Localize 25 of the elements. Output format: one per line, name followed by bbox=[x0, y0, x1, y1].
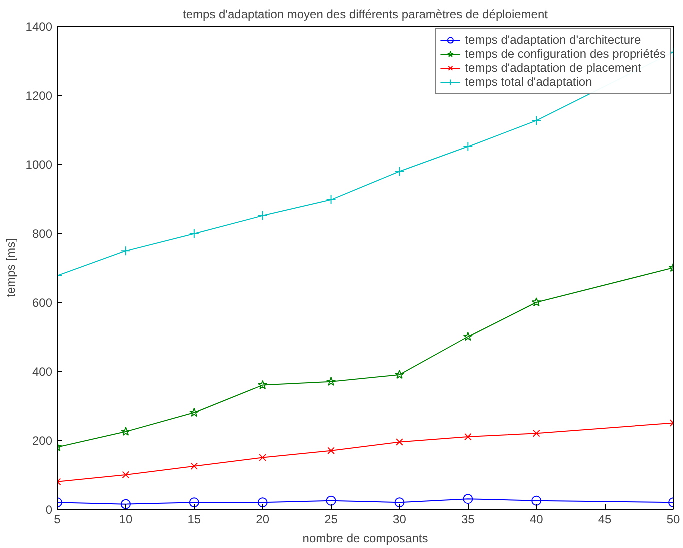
legend-label: temps de configuration des propriétés bbox=[465, 47, 666, 61]
x-axis-title: nombre de composants bbox=[302, 532, 428, 546]
x-tick-label: 45 bbox=[598, 512, 612, 526]
legend-label: temps d'adaptation d'architecture bbox=[465, 33, 642, 47]
y-tick-label: 600 bbox=[32, 296, 53, 310]
x-tick-label: 10 bbox=[119, 512, 133, 526]
y-tick-label: 1000 bbox=[26, 158, 53, 172]
x-tick-label: 5 bbox=[54, 512, 62, 526]
legend-label: temps total d'adaptation bbox=[465, 75, 592, 89]
y-tick-label: 1400 bbox=[26, 20, 53, 34]
y-tick-label: 200 bbox=[32, 434, 53, 448]
x-tick-label: 50 bbox=[666, 512, 680, 526]
y-axis-title: temps [ms] bbox=[4, 238, 18, 298]
y-tick-label: 800 bbox=[32, 227, 53, 241]
x-tick-label: 35 bbox=[461, 512, 476, 526]
chart-title: temps d'adaptation moyen des différents paramètres de déploiement bbox=[183, 8, 549, 22]
x-tick-label: 20 bbox=[256, 512, 270, 526]
x-tick-label: 40 bbox=[530, 512, 544, 526]
x-tick-label: 25 bbox=[324, 512, 338, 526]
y-tick-label: 0 bbox=[46, 503, 53, 517]
x-tick-label: 30 bbox=[393, 512, 407, 526]
x-tick-label: 15 bbox=[188, 512, 202, 526]
y-tick-label: 1200 bbox=[26, 89, 53, 103]
legend-label: temps d'adaptation de placement bbox=[465, 61, 642, 75]
y-tick-label: 400 bbox=[32, 365, 53, 379]
